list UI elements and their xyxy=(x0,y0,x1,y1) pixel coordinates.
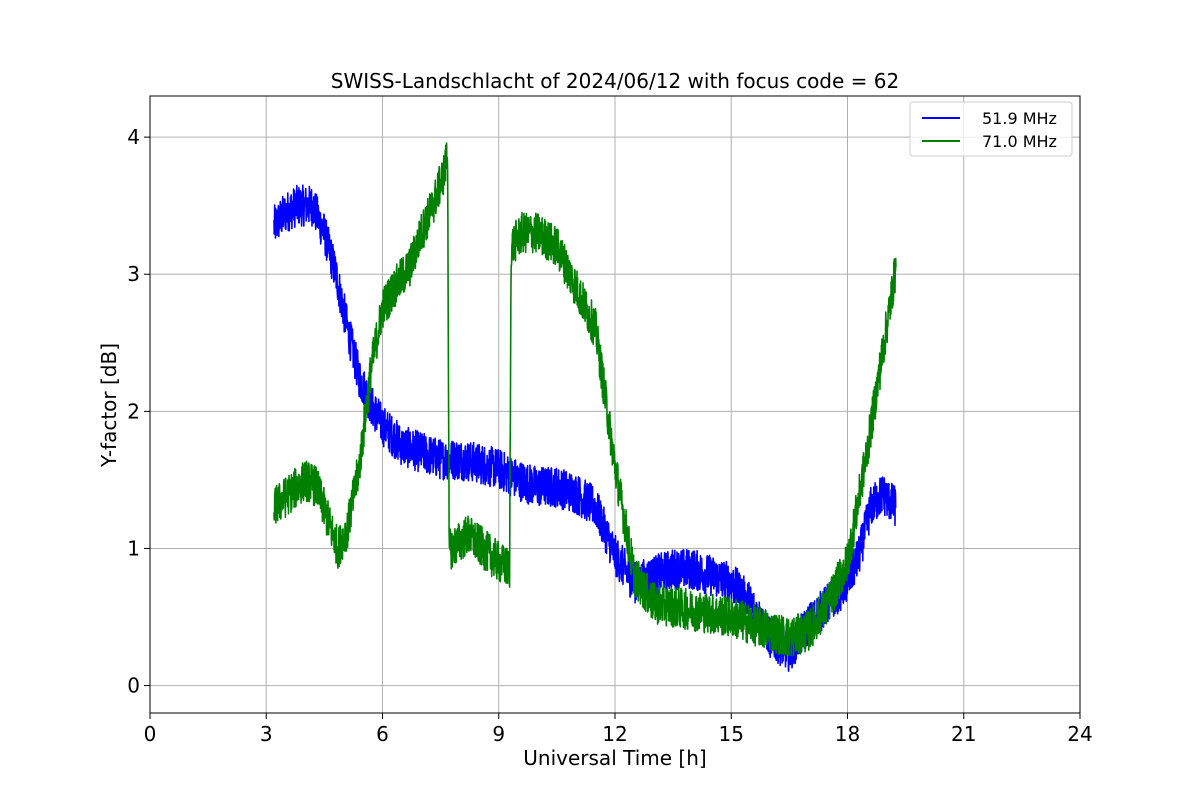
plot-area xyxy=(273,142,897,673)
x-tick-label: 9 xyxy=(492,722,505,746)
grid xyxy=(149,96,1081,713)
y-tick-label: 2 xyxy=(127,399,140,423)
y-axis-label: Y-factor [dB] xyxy=(97,343,121,468)
x-tick-label: 0 xyxy=(144,722,157,746)
y-tick-label: 0 xyxy=(127,674,140,698)
x-axis-label: Universal Time [h] xyxy=(523,746,706,770)
x-tick-label: 6 xyxy=(376,722,389,746)
x-tick-label: 3 xyxy=(260,722,273,746)
x-tick-label: 18 xyxy=(835,722,860,746)
legend-label-71-0-mhz: 71.0 MHz xyxy=(982,132,1057,151)
chart-title: SWISS-Landschlacht of 2024/06/12 with fo… xyxy=(331,69,899,93)
series-line-51-9-mhz xyxy=(273,184,897,673)
y-tick-label: 4 xyxy=(127,125,140,149)
legend-box xyxy=(909,101,1073,157)
legend: 51.9 MHz 71.0 MHz xyxy=(909,101,1073,157)
x-tick-label: 24 xyxy=(1067,722,1092,746)
x-tick-label: 21 xyxy=(951,722,976,746)
x-tick-label: 12 xyxy=(602,722,627,746)
y-tick-label: 3 xyxy=(127,262,140,286)
x-tick-label: 15 xyxy=(719,722,744,746)
y-tick-label: 1 xyxy=(127,536,140,560)
legend-label-51-9-mhz: 51.9 MHz xyxy=(982,109,1057,128)
series-line-71-0-mhz xyxy=(273,142,897,657)
